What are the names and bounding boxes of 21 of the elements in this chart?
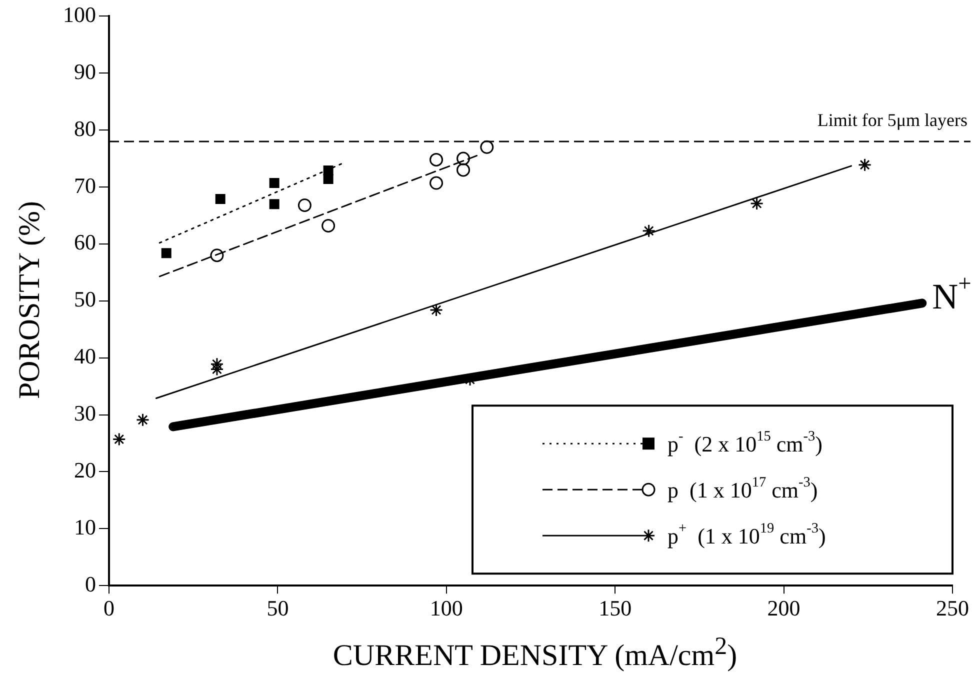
x-tick-label: 50 xyxy=(266,596,289,621)
y-tick-label: 60 xyxy=(74,230,96,255)
y-tick-label: 100 xyxy=(63,2,96,27)
y-tick-label: 0 xyxy=(85,571,96,596)
x-axis-title: CURRENT DENSITY (mA/cm$^{2}$) xyxy=(332,633,738,673)
x-tick-label: 0 xyxy=(104,596,114,621)
x-tick-label: 150 xyxy=(598,596,632,621)
y-tick-label: 90 xyxy=(74,58,96,84)
x-tick-label: 200 xyxy=(767,596,800,621)
y-tick-label: 50 xyxy=(74,286,96,312)
y-tick-label: 10 xyxy=(74,514,96,540)
ref-line-label: Limit for 5μm layers xyxy=(817,110,968,130)
x-tick-label: 250 xyxy=(936,596,969,621)
y-tick-label: 70 xyxy=(74,172,96,198)
series-label: N+ xyxy=(932,270,972,317)
y-tick-label: 20 xyxy=(74,458,96,482)
x-tick-label: 100 xyxy=(430,596,463,621)
y-tick-label: 30 xyxy=(74,400,96,426)
y-tick-label: 80 xyxy=(74,116,96,141)
y-axis-title: POROSITY (%) xyxy=(13,200,47,400)
y-tick-label: 40 xyxy=(74,344,96,369)
